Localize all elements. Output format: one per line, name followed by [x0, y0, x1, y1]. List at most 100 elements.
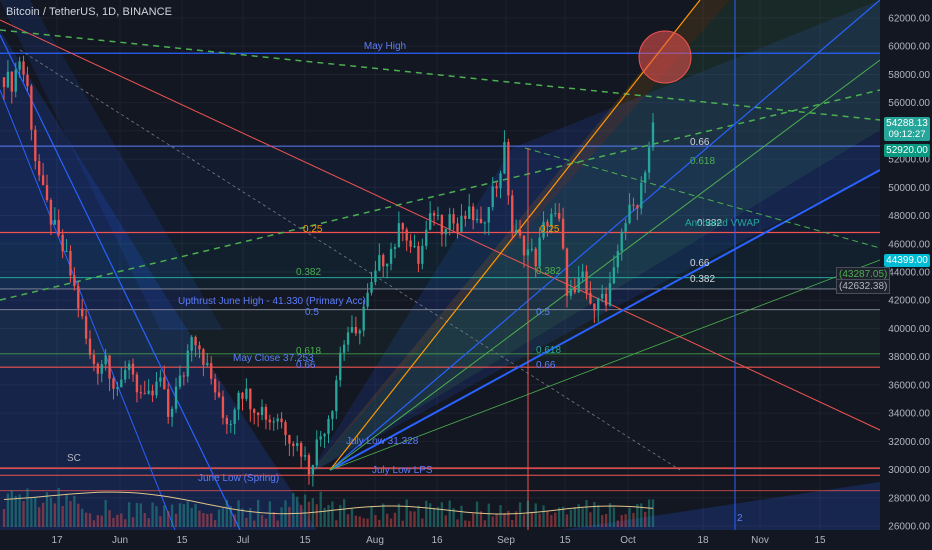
volume-bar: [526, 500, 530, 527]
candle-body: [362, 306, 365, 331]
descending-channel-fill: [0, 30, 317, 530]
volume-bar: [190, 507, 193, 527]
volume-bar: [413, 511, 416, 527]
candle-body: [651, 122, 655, 148]
candle-body: [597, 298, 600, 311]
candle-body: [374, 270, 377, 282]
volume-bar: [456, 519, 459, 527]
candle-body: [511, 195, 514, 233]
volume-bar: [378, 519, 381, 527]
price-axis-tick: 42000.00: [888, 296, 930, 307]
volume-bar: [522, 514, 526, 527]
time-axis-tick: 15: [176, 535, 188, 546]
label-fib-0382-right-a: 0.382: [697, 218, 722, 229]
volume-bar: [108, 510, 111, 527]
volume-bar: [651, 499, 655, 527]
red-trendline-long: [0, 19, 881, 431]
candle-body: [636, 205, 639, 209]
price-axis-tick: 52000.00: [888, 155, 930, 166]
drawing-overlays: [0, 0, 881, 531]
candle-body: [186, 350, 189, 377]
candle-body: [303, 455, 307, 457]
candle-body: [57, 219, 60, 235]
volume-bar: [397, 503, 401, 527]
candle-body: [18, 61, 21, 70]
candle-body: [491, 186, 494, 208]
volume-bar: [331, 501, 334, 527]
label-may-high: May High: [364, 41, 406, 52]
volume-bar: [41, 502, 45, 527]
candle-body: [10, 71, 13, 92]
time-axis[interactable]: 17 Jun 15 Jul 15 Aug 16 Sep 15 Oct 18 Nov 15: [0, 530, 932, 550]
label-fib-066-mid: 0.66: [536, 360, 556, 371]
left-channel-line-2: [0, 89, 176, 531]
volume-bar: [217, 509, 221, 527]
candle-body: [444, 229, 447, 235]
label-may-close: May Close 37.253: [233, 353, 314, 364]
volume-bar: [421, 518, 424, 527]
price-axis-tick: 38000.00: [888, 352, 930, 363]
label-fib-05-mid: 0.5: [536, 307, 550, 318]
candle-body: [335, 380, 338, 412]
candle-body: [163, 377, 166, 390]
volume-bar: [448, 500, 451, 527]
volume-bar: [593, 501, 596, 527]
volume-bar: [589, 512, 592, 527]
volume-bar: [358, 516, 361, 527]
candle-body: [620, 231, 623, 252]
volume-bar: [647, 499, 651, 527]
candle-body: [370, 281, 373, 293]
candle-body: [526, 249, 530, 256]
volume-bar: [186, 501, 189, 527]
rising-resistance: [329, 0, 881, 471]
volume-bar: [624, 514, 627, 527]
candle-body: [198, 345, 201, 350]
candle-body: [96, 363, 100, 374]
volume-bar: [143, 512, 146, 527]
candle-body: [229, 423, 232, 425]
candle-body: [77, 286, 80, 309]
candle-body: [554, 212, 557, 214]
candle-body: [213, 378, 217, 393]
candle-body: [88, 338, 92, 355]
volume-bar: [444, 515, 447, 527]
volume-bar: [530, 511, 533, 527]
candle-body: [499, 173, 502, 189]
label-sc: SC: [67, 453, 81, 464]
volume-bar: [616, 520, 619, 527]
volume-bar: [483, 520, 487, 527]
volume-bar: [225, 499, 229, 527]
pitchfork-fan-orange: [308, 0, 730, 474]
candle-body: [417, 245, 420, 264]
time-axis-tick: Jul: [237, 535, 250, 546]
volume-bar: [69, 500, 72, 527]
label-fib-0382-right-b: 0.382: [690, 274, 715, 285]
volume-bar: [417, 505, 420, 527]
volume-bar: [18, 494, 21, 527]
green-fan-line: [329, 59, 881, 471]
candle-body: [495, 186, 498, 189]
candle-body: [116, 387, 119, 389]
volume-bar: [112, 517, 115, 527]
symbol-title[interactable]: Bitcoin / TetherUS, 1D, BINANCE: [6, 6, 173, 18]
time-axis-bg: [0, 530, 932, 550]
candle-body: [167, 389, 170, 417]
label-fib-025-left: 0.25: [303, 224, 323, 235]
time-axis-tick: 16: [431, 535, 443, 546]
candle-body: [475, 218, 479, 221]
volume-bar: [640, 503, 643, 527]
candle-body: [100, 364, 103, 374]
volume-bar: [382, 503, 385, 527]
candle-body: [366, 292, 369, 307]
candle-body: [339, 352, 342, 381]
volume-bar: [409, 511, 412, 527]
volume-bar: [84, 512, 88, 527]
candle-body: [49, 200, 53, 225]
candle-body: [53, 219, 56, 225]
volume-bar: [213, 520, 217, 527]
label-fib-0618-mid: 0.618: [536, 345, 561, 356]
volume-bar: [233, 514, 236, 527]
candle-body: [206, 363, 209, 365]
